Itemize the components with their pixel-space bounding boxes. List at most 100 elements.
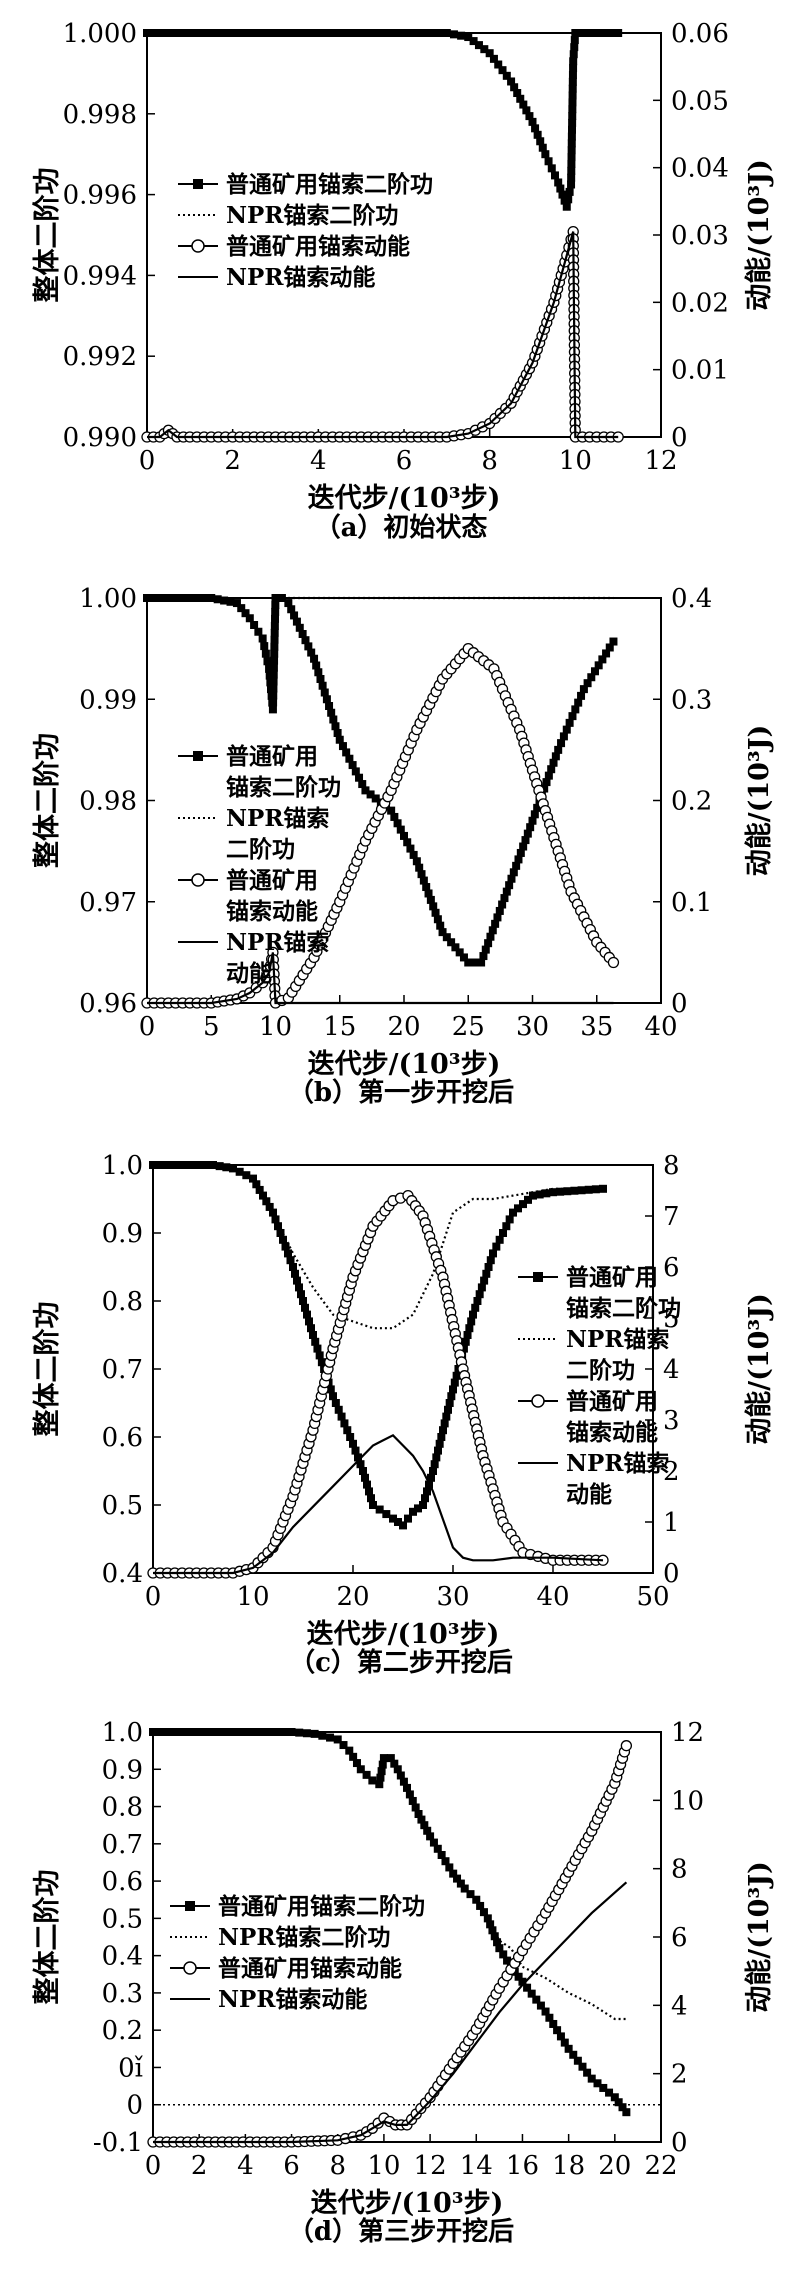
- y-left-tick-label: 0.6: [102, 1867, 143, 1897]
- y-right-tick-label: 2: [671, 2060, 688, 2090]
- data-point: [560, 2038, 569, 2047]
- y-left-tick-label: 0.5: [102, 1904, 143, 1934]
- series-line-d-0: [153, 1731, 628, 2113]
- legend-label: 普通矿用锚索动能: [226, 233, 410, 260]
- data-point: [442, 933, 451, 942]
- data-point: [533, 130, 542, 139]
- data-point: [292, 617, 301, 626]
- data-point: [202, 1161, 211, 1169]
- x-tick-label: 12: [414, 2151, 447, 2181]
- panel-a: 0 2 4 6 8 10 12 0.990 0.992 0.994 0.996 0.998 1.000 0…: [32, 19, 775, 543]
- legend-label: 普通矿用锚索二阶功: [226, 171, 433, 198]
- data-point: [270, 628, 279, 637]
- data-point: [585, 29, 594, 37]
- data-point: [505, 881, 514, 890]
- data-point: [232, 1728, 241, 1736]
- data-point: [485, 49, 494, 58]
- data-point: [252, 1180, 261, 1189]
- x-tick-label: 40: [644, 1012, 677, 1042]
- data-point: [464, 958, 473, 967]
- data-point: [514, 1204, 522, 1213]
- data-point: [599, 1184, 607, 1193]
- data-point: [577, 691, 586, 700]
- data-point: [286, 1256, 295, 1265]
- data-point: [403, 838, 412, 847]
- data-point: [598, 655, 607, 664]
- series-line-a-3: [147, 231, 619, 439]
- data-point: [567, 146, 576, 155]
- data-point: [269, 698, 278, 707]
- data-point: [427, 1473, 435, 1482]
- data-point: [315, 1351, 324, 1360]
- y-right-axis-label: 动能/(10³J): [743, 1861, 775, 2013]
- data-point: [335, 29, 344, 37]
- data-point: [412, 857, 421, 866]
- data-point: [569, 57, 578, 66]
- data-point: [327, 708, 336, 717]
- data-point: [281, 1242, 290, 1251]
- data-point: [302, 1729, 311, 1738]
- data-point: [567, 180, 576, 189]
- data-point: [583, 679, 592, 688]
- legend-label: NPR锚索二阶功: [566, 1326, 669, 1384]
- y-left-tick-label: 0.97: [79, 888, 137, 918]
- data-point: [399, 1521, 407, 1530]
- data-point: [471, 1303, 480, 1312]
- data-point: [498, 900, 507, 909]
- data-point: [284, 1249, 292, 1258]
- data-point: [610, 2093, 619, 2102]
- data-point: [348, 761, 357, 770]
- legend-label: NPR锚索动能: [226, 264, 375, 291]
- data-point: [252, 1728, 261, 1736]
- data-point: [449, 1385, 457, 1394]
- data-point: [301, 1303, 309, 1312]
- y-right-tick-label: 3: [663, 1406, 680, 1436]
- data-point: [562, 725, 571, 734]
- data-point: [192, 594, 201, 602]
- y-left-tick-label: 0.96: [79, 989, 137, 1019]
- y-right-tick-label: 6: [671, 1923, 688, 1953]
- legend-label: 普通矿用锚索动能: [566, 1388, 658, 1446]
- data-point: [541, 2007, 550, 2016]
- data-point: [568, 70, 577, 79]
- data-point: [530, 810, 539, 819]
- data-point: [536, 2001, 545, 2010]
- legend-swatch-marker: [531, 1394, 545, 1408]
- data-point: [265, 671, 274, 680]
- data-point: [449, 30, 458, 39]
- panel-d: 0 2 4 6 8 10 12 14 16 18 20 22-0.100ǐ0.20.30.40.50.…: [32, 1718, 775, 2247]
- x-axis-label: 迭代步/(10³步): [308, 1049, 501, 1080]
- data-point: [423, 1826, 432, 1835]
- data-point: [587, 673, 596, 682]
- data-point: [335, 735, 344, 744]
- data-point: [414, 1810, 423, 1818]
- y-right-tick-label: 10: [671, 1786, 704, 1816]
- y-left-tick-label: 1.00: [79, 584, 137, 614]
- data-point: [346, 1433, 355, 1441]
- y-right-tick-label: 0.06: [671, 19, 729, 49]
- data-point: [435, 29, 444, 37]
- data-point: [568, 105, 577, 114]
- data-point: [579, 685, 588, 694]
- data-point: [570, 36, 579, 45]
- data-point: [469, 37, 478, 46]
- data-point: [447, 1392, 456, 1401]
- data-point: [349, 1439, 357, 1448]
- data-point: [162, 1728, 171, 1736]
- y-left-tick-label: 0.99: [79, 685, 137, 715]
- series-line-a-2: [147, 231, 619, 438]
- data-point: [556, 2032, 565, 2041]
- data-point: [486, 932, 495, 941]
- data-point: [295, 1283, 303, 1292]
- data-point: [305, 1317, 313, 1326]
- data-point: [573, 2056, 582, 2065]
- data-point: [273, 1728, 282, 1736]
- data-point: [488, 926, 497, 935]
- x-tick-label: 40: [536, 1582, 569, 1612]
- data-point: [263, 657, 272, 666]
- data-point: [368, 1776, 377, 1785]
- legend-swatch-marker: [193, 179, 203, 189]
- data-point: [392, 29, 401, 37]
- data-point: [449, 1869, 458, 1878]
